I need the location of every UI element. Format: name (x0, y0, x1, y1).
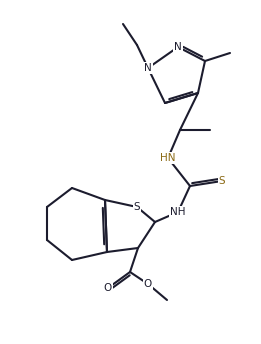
Text: N: N (174, 42, 182, 52)
Text: S: S (219, 176, 225, 186)
Text: O: O (104, 283, 112, 293)
Text: HN: HN (160, 153, 176, 163)
Text: N: N (144, 63, 152, 73)
Text: S: S (134, 202, 140, 212)
Text: O: O (144, 279, 152, 289)
Text: NH: NH (170, 207, 186, 217)
